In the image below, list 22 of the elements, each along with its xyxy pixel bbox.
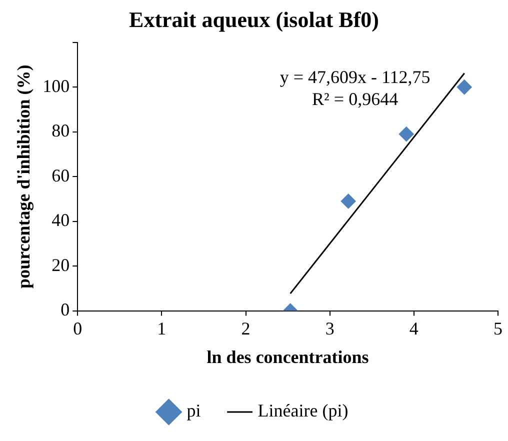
y-tick-label: 20 [52,254,70,275]
y-tick-label: 80 [52,120,70,141]
legend-label: pi [186,400,201,421]
y-tick-label: 40 [52,210,70,230]
y-tick-label: 0 [60,300,70,320]
y-tick-label: 100 [42,76,70,96]
annotation: R² = 0,9644 [312,89,398,110]
annotation: y = 47,609x - 112,75 [280,67,430,88]
point [340,194,356,209]
x-tick-label: 2 [241,318,250,338]
chart-title: Extrait aqueux (isolat Bf0) [129,6,379,32]
x-tick-label: 5 [494,318,502,338]
x-tick-label: 3 [325,318,334,338]
y-tick-label: 60 [52,165,70,186]
y-axis-title: pourcentage d'inhibition (%) [13,64,34,288]
legend-label: Linéaire (pi) [258,400,348,421]
x-tick-label: 4 [409,318,418,338]
x-tick-label: 1 [157,318,166,338]
point [398,126,414,142]
x-axis-title: ln des concentrations [206,346,369,367]
point [456,80,472,95]
x-tick-label: 0 [73,318,82,338]
